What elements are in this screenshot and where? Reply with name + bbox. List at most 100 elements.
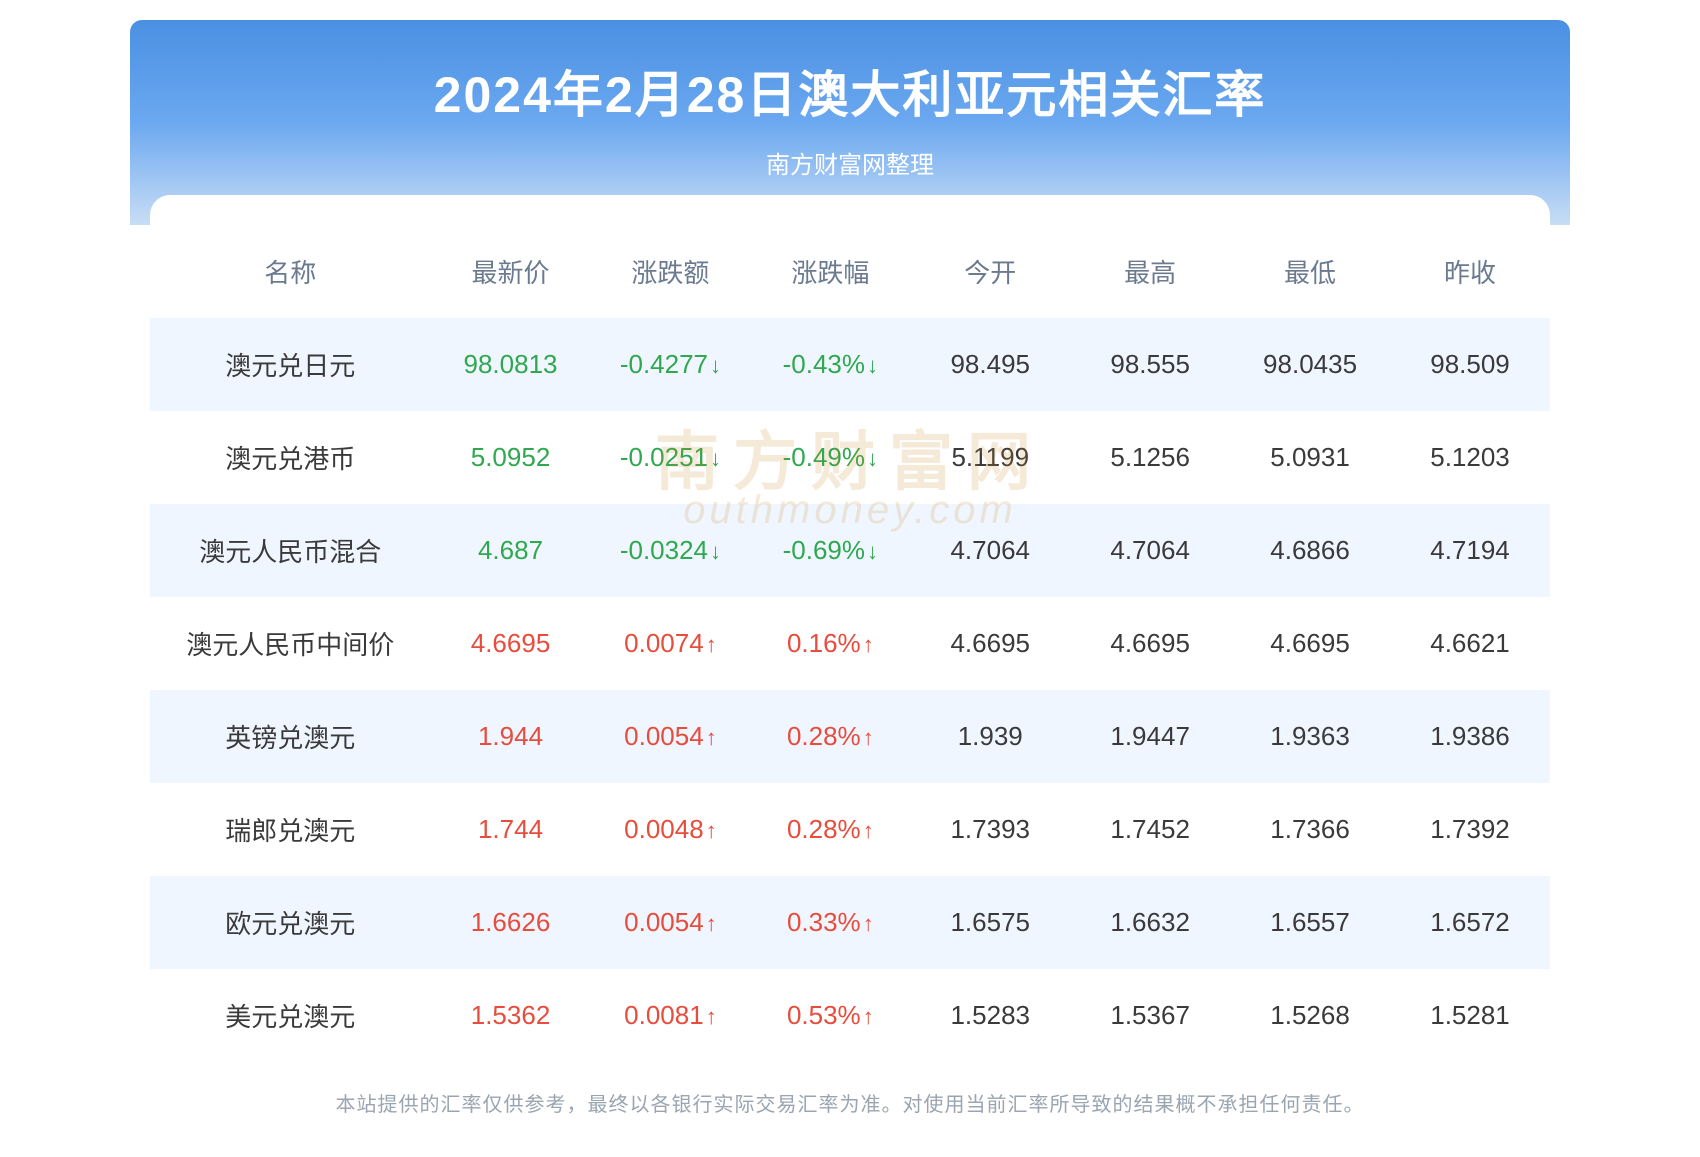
- cell-low: 1.5268: [1230, 969, 1390, 1062]
- table-row: 瑞郎兑澳元1.7440.0048↑0.28%↑1.73931.74521.736…: [150, 783, 1550, 876]
- rates-table-container: 名称 最新价 涨跌额 涨跌幅 今开 最高 最低 昨收 澳元兑日元98.0813-…: [130, 225, 1570, 1157]
- cell-prev: 4.6621: [1390, 597, 1550, 690]
- cell-last: 4.6695: [431, 597, 591, 690]
- cell-last: 1.6626: [431, 876, 591, 969]
- cell-low: 1.6557: [1230, 876, 1390, 969]
- arrow-down-icon: ↓: [710, 446, 721, 471]
- disclaimer-text: 本站提供的汇率仅供参考，最终以各银行实际交易汇率为准。对使用当前汇率所导致的结果…: [150, 1062, 1550, 1127]
- cell-low: 4.6866: [1230, 504, 1390, 597]
- arrow-up-icon: ↑: [863, 725, 874, 750]
- cell-last: 1.744: [431, 783, 591, 876]
- cell-pct: -0.69%↓: [750, 504, 910, 597]
- cell-pct: 0.33%↑: [750, 876, 910, 969]
- cell-name: 澳元人民币混合: [150, 504, 431, 597]
- cell-open: 1.939: [910, 690, 1070, 783]
- table-row: 澳元兑日元98.0813-0.4277↓-0.43%↓98.49598.5559…: [150, 318, 1550, 411]
- cell-high: 98.555: [1070, 318, 1230, 411]
- cell-prev: 1.7392: [1390, 783, 1550, 876]
- arrow-up-icon: ↑: [706, 632, 717, 657]
- cell-name: 美元兑澳元: [150, 969, 431, 1062]
- col-change: 涨跌额: [590, 225, 750, 318]
- arrow-up-icon: ↑: [706, 818, 717, 843]
- cell-high: 5.1256: [1070, 411, 1230, 504]
- table-body: 澳元兑日元98.0813-0.4277↓-0.43%↓98.49598.5559…: [150, 318, 1550, 1062]
- col-last: 最新价: [431, 225, 591, 318]
- table-row: 英镑兑澳元1.9440.0054↑0.28%↑1.9391.94471.9363…: [150, 690, 1550, 783]
- table-row: 欧元兑澳元1.66260.0054↑0.33%↑1.65751.66321.65…: [150, 876, 1550, 969]
- arrow-down-icon: ↓: [867, 353, 878, 378]
- cell-last: 1.5362: [431, 969, 591, 1062]
- arrow-down-icon: ↓: [710, 539, 721, 564]
- cell-high: 1.7452: [1070, 783, 1230, 876]
- arrow-down-icon: ↓: [867, 539, 878, 564]
- arrow-up-icon: ↑: [863, 911, 874, 936]
- cell-prev: 4.7194: [1390, 504, 1550, 597]
- arrow-up-icon: ↑: [863, 1004, 874, 1029]
- cell-open: 1.5283: [910, 969, 1070, 1062]
- page-subtitle: 南方财富网整理: [130, 145, 1570, 180]
- cell-name: 澳元兑港币: [150, 411, 431, 504]
- header-banner: 2024年2月28日澳大利亚元相关汇率 南方财富网整理: [130, 20, 1570, 225]
- cell-change: 0.0048↑: [590, 783, 750, 876]
- cell-pct: -0.43%↓: [750, 318, 910, 411]
- cell-change: -0.4277↓: [590, 318, 750, 411]
- table-row: 澳元兑港币5.0952-0.0251↓-0.49%↓5.11995.12565.…: [150, 411, 1550, 504]
- col-pct: 涨跌幅: [750, 225, 910, 318]
- cell-high: 1.5367: [1070, 969, 1230, 1062]
- arrow-up-icon: ↑: [706, 725, 717, 750]
- cell-open: 5.1199: [910, 411, 1070, 504]
- arrow-down-icon: ↓: [710, 353, 721, 378]
- col-high: 最高: [1070, 225, 1230, 318]
- cell-open: 4.6695: [910, 597, 1070, 690]
- table-header-row: 名称 最新价 涨跌额 涨跌幅 今开 最高 最低 昨收: [150, 225, 1550, 318]
- col-low: 最低: [1230, 225, 1390, 318]
- cell-change: 0.0081↑: [590, 969, 750, 1062]
- table-row: 澳元人民币中间价4.66950.0074↑0.16%↑4.66954.66954…: [150, 597, 1550, 690]
- cell-change: 0.0074↑: [590, 597, 750, 690]
- cell-high: 4.6695: [1070, 597, 1230, 690]
- cell-name: 瑞郎兑澳元: [150, 783, 431, 876]
- cell-prev: 5.1203: [1390, 411, 1550, 504]
- table-header: 名称 最新价 涨跌额 涨跌幅 今开 最高 最低 昨收: [150, 225, 1550, 318]
- cell-last: 98.0813: [431, 318, 591, 411]
- cell-open: 1.6575: [910, 876, 1070, 969]
- arrow-up-icon: ↑: [863, 632, 874, 657]
- cell-name: 英镑兑澳元: [150, 690, 431, 783]
- cell-change: -0.0251↓: [590, 411, 750, 504]
- cell-high: 4.7064: [1070, 504, 1230, 597]
- cell-high: 1.6632: [1070, 876, 1230, 969]
- table-row: 澳元人民币混合4.687-0.0324↓-0.69%↓4.70644.70644…: [150, 504, 1550, 597]
- arrow-down-icon: ↓: [867, 446, 878, 471]
- cell-prev: 1.5281: [1390, 969, 1550, 1062]
- cell-change: 0.0054↑: [590, 690, 750, 783]
- cell-low: 1.9363: [1230, 690, 1390, 783]
- cell-low: 98.0435: [1230, 318, 1390, 411]
- col-open: 今开: [910, 225, 1070, 318]
- cell-low: 1.7366: [1230, 783, 1390, 876]
- cell-prev: 98.509: [1390, 318, 1550, 411]
- arrow-up-icon: ↑: [706, 1004, 717, 1029]
- cell-pct: 0.16%↑: [750, 597, 910, 690]
- arrow-up-icon: ↑: [863, 818, 874, 843]
- cell-name: 欧元兑澳元: [150, 876, 431, 969]
- cell-last: 5.0952: [431, 411, 591, 504]
- cell-pct: 0.53%↑: [750, 969, 910, 1062]
- cell-name: 澳元兑日元: [150, 318, 431, 411]
- cell-pct: 0.28%↑: [750, 783, 910, 876]
- cell-last: 1.944: [431, 690, 591, 783]
- arrow-up-icon: ↑: [706, 911, 717, 936]
- cell-prev: 1.9386: [1390, 690, 1550, 783]
- cell-low: 5.0931: [1230, 411, 1390, 504]
- cell-pct: 0.28%↑: [750, 690, 910, 783]
- cell-pct: -0.49%↓: [750, 411, 910, 504]
- col-name: 名称: [150, 225, 431, 318]
- page-container: 2024年2月28日澳大利亚元相关汇率 南方财富网整理 名称 最新价 涨跌额 涨…: [130, 0, 1570, 1157]
- cell-name: 澳元人民币中间价: [150, 597, 431, 690]
- cell-high: 1.9447: [1070, 690, 1230, 783]
- cell-prev: 1.6572: [1390, 876, 1550, 969]
- cell-open: 98.495: [910, 318, 1070, 411]
- cell-change: -0.0324↓: [590, 504, 750, 597]
- cell-change: 0.0054↑: [590, 876, 750, 969]
- cell-open: 1.7393: [910, 783, 1070, 876]
- cell-low: 4.6695: [1230, 597, 1390, 690]
